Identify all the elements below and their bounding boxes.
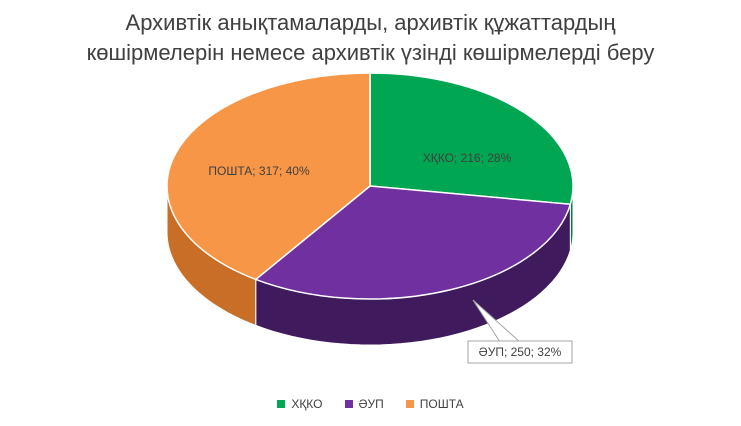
legend-label-hkko: ХҚКО (291, 397, 323, 411)
chart-legend: ХҚКО ӘУП ПОШТА (0, 397, 741, 411)
legend-label-poshta: ПОШТА (419, 397, 464, 411)
pie-slice-aup (254, 185, 572, 300)
legend-item-poshta: ПОШТА (405, 397, 464, 411)
callout-box-aup (467, 340, 573, 364)
pie-slice-hkko (369, 72, 574, 206)
legend-swatch-aup (344, 400, 353, 408)
data-label-hkko: ХҚКО; 216; 28% (423, 151, 512, 165)
chart-title-line-2: көшірмелерін немесе архивтік үзінді көші… (86, 40, 655, 65)
chart-title-line-1: Архивтік анықтамаларды, архивтік құжатта… (125, 10, 616, 35)
legend-swatch-hkko (277, 400, 286, 408)
data-label-poshta: ПОШТА; 317; 40% (208, 164, 310, 178)
legend-swatch-poshta (405, 400, 414, 408)
legend-item-hkko: ХҚКО (277, 397, 323, 411)
data-label-aup: ӘУП; 250; 32% (479, 345, 562, 359)
pie-slice-poshta (166, 72, 371, 281)
legend-item-aup: ӘУП (344, 397, 384, 411)
chart-title: Архивтік анықтамаларды, архивтік құжатта… (0, 8, 741, 68)
legend-label-aup: ӘУП (358, 397, 384, 411)
